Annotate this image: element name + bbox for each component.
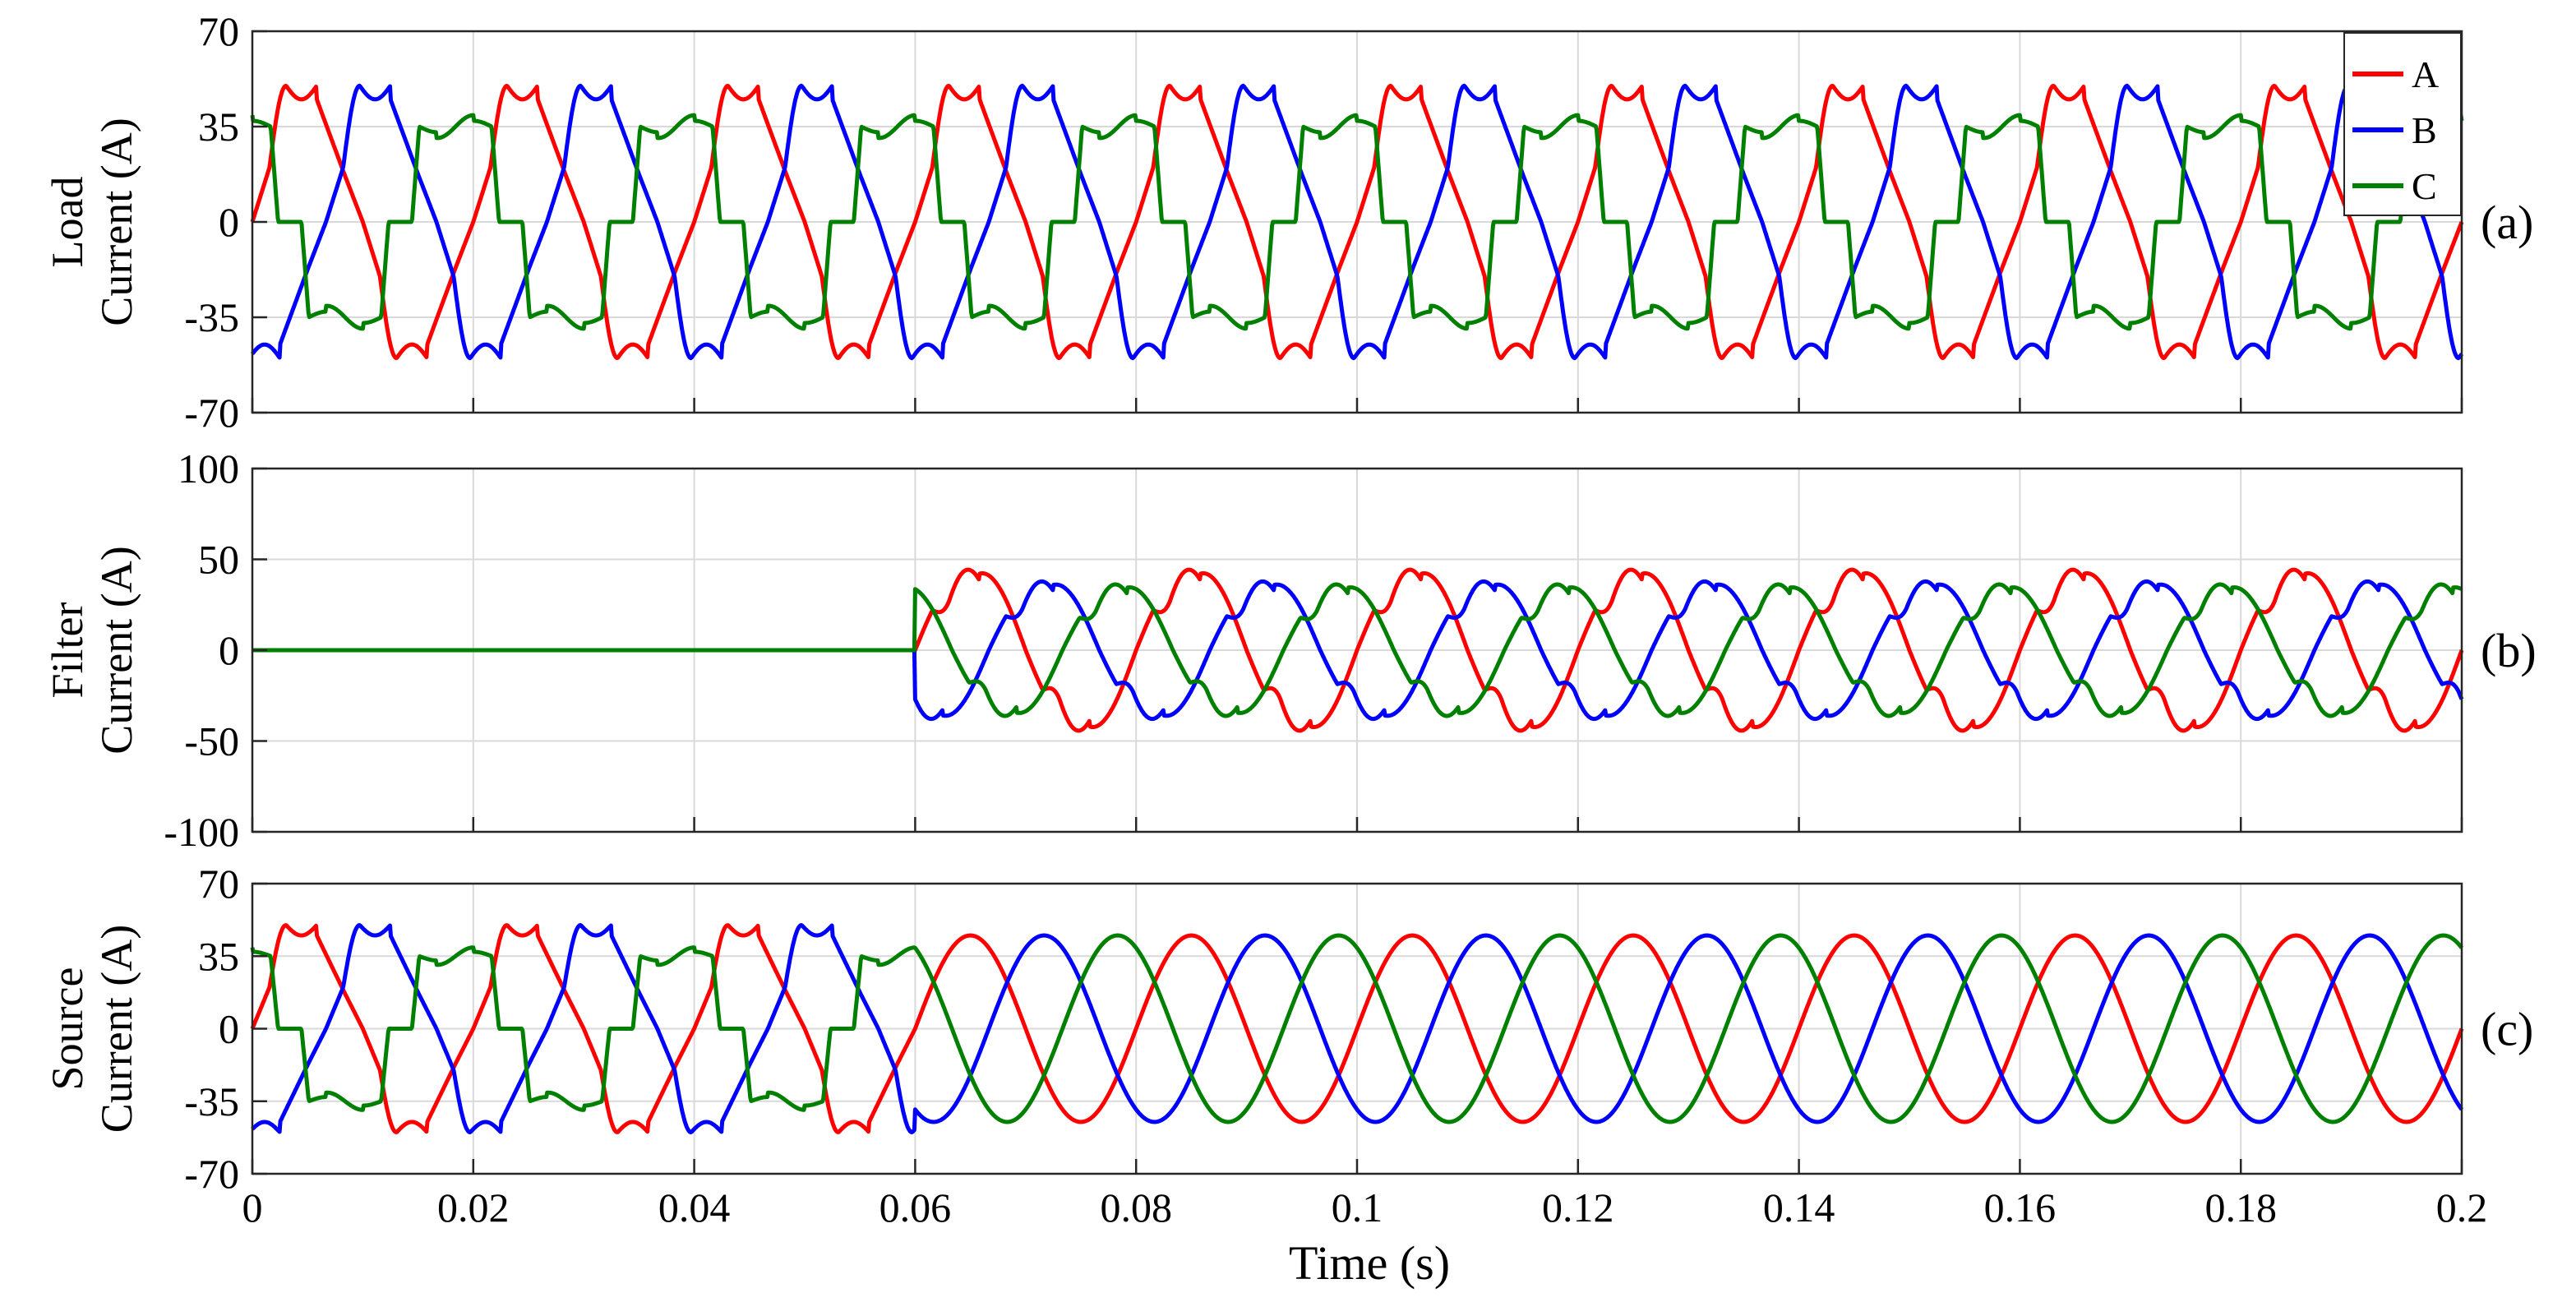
- y-tick-label: 0: [219, 627, 239, 673]
- series-line-b: [250, 83, 2464, 361]
- y-axis-label-line1: Load: [43, 177, 92, 268]
- panel-label: (a): [2481, 196, 2533, 249]
- legend-label-b: B: [2412, 109, 2437, 151]
- x-tick-label: 0.12: [1542, 1184, 1614, 1230]
- x-tick-label: 0.16: [1984, 1184, 2057, 1230]
- y-axis-label: Source Current (A): [43, 925, 141, 1133]
- y-tick-label: 70: [198, 861, 239, 907]
- y-tick-label: 0: [219, 1006, 239, 1052]
- y-axis-label-line2: Current (A): [92, 546, 141, 754]
- chart-source-current: -70 -35 0 35 70 0 0.02 0.04 0.06 0.08 0.1 0.12 0.14 0…: [43, 861, 2533, 1230]
- y-axis-label-line2: Current (A): [92, 925, 141, 1133]
- y-axis-label-line2: Current (A): [92, 118, 141, 326]
- series-line-c: [250, 933, 2463, 1124]
- panel-label: (c): [2481, 1003, 2533, 1056]
- y-tick-label: -100: [164, 809, 239, 855]
- x-tick-label: 0: [242, 1184, 263, 1230]
- y-axis-label-line1: Filter: [43, 602, 92, 698]
- y-tick-label: -70: [184, 1151, 239, 1197]
- series-line-a: [250, 84, 2464, 360]
- x-tick-label: 0.06: [879, 1184, 952, 1230]
- x-axis-label: Time (s): [1289, 1236, 1450, 1290]
- x-tick-label: 0.18: [2204, 1184, 2277, 1230]
- legend-label-c: C: [2412, 165, 2437, 207]
- y-tick-label: -50: [184, 718, 239, 764]
- y-tick-label: 50: [198, 537, 239, 583]
- y-tick-label: 70: [198, 8, 239, 54]
- y-axis-label-line1: Source: [43, 967, 92, 1091]
- series-line-a: [250, 923, 2464, 1134]
- x-tick-label: 0.2: [2436, 1184, 2488, 1230]
- y-tick-label: 100: [178, 446, 239, 492]
- x-tick-label: 0.02: [437, 1184, 510, 1230]
- y-tick-label: -70: [184, 390, 239, 436]
- legend-label-a: A: [2412, 53, 2439, 95]
- series-line-c: [250, 113, 2464, 331]
- legend: ABC: [2343, 32, 2462, 216]
- y-tick-label: -35: [184, 294, 239, 340]
- chart-filter-current: -100 -50 0 50 100 Filter Current (A) (b): [43, 446, 2537, 855]
- x-tick-label: 0.1: [1332, 1184, 1383, 1230]
- chart-load-current: -70 -35 0 35 70 Load Current (A) (a) ABC: [43, 8, 2533, 436]
- x-tick-label: 0.14: [1763, 1184, 1835, 1230]
- series-line-b: [251, 923, 2464, 1134]
- y-tick-label: 0: [219, 199, 239, 245]
- y-axis-label: Filter Current (A): [43, 546, 141, 754]
- panel-label: (b): [2481, 624, 2537, 677]
- y-tick-label: 35: [198, 104, 239, 150]
- x-tick-label: 0.08: [1100, 1184, 1172, 1230]
- y-tick-label: -35: [184, 1078, 239, 1124]
- series-line-c: [251, 582, 2463, 718]
- x-tick-label: 0.04: [658, 1184, 731, 1230]
- y-tick-label: 35: [198, 933, 239, 979]
- y-axis-label: Load Current (A): [43, 118, 141, 326]
